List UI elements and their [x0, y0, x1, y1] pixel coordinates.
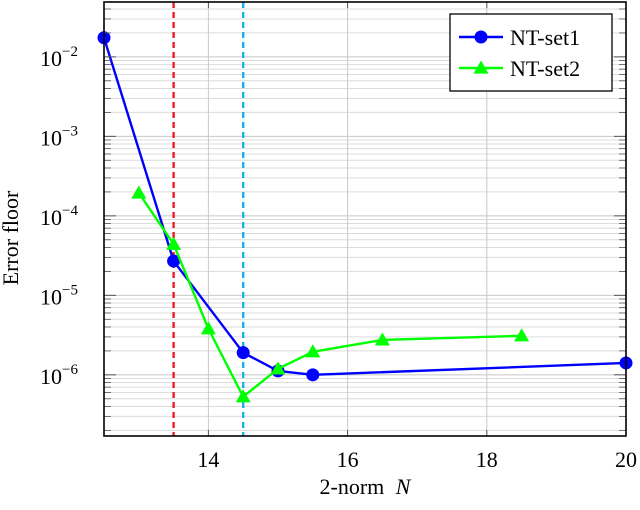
x-tick-label: 14	[197, 447, 219, 472]
y-tick-base: 10	[40, 46, 62, 71]
y-tick-label: 10−5	[40, 282, 78, 309]
y-tick-exponent: −4	[62, 203, 78, 219]
x-tick-labels: 14 16 18 20	[197, 447, 637, 472]
major-gridlines	[104, 2, 627, 436]
circle-marker-icon	[306, 368, 320, 382]
series-line	[102, 37, 627, 377]
y-tick-labels: 10−610−510−410−310−2	[40, 44, 78, 389]
y-tick-label: 10−3	[40, 123, 78, 150]
x-axis-label-text: 2-norm	[320, 474, 385, 499]
x-axis-label-var: N	[395, 474, 412, 499]
series-nt-set2	[131, 185, 530, 403]
y-tick-exponent: −3	[62, 123, 78, 139]
y-tick-exponent: −2	[62, 44, 78, 60]
y-tick-base: 10	[40, 364, 62, 389]
y-axis-label: Error floor	[0, 190, 23, 285]
series-line	[137, 192, 522, 398]
y-tick-base: 10	[40, 205, 62, 230]
circle-marker-icon	[167, 254, 181, 268]
triangle-marker-icon	[235, 389, 251, 403]
triangle-marker-icon	[514, 328, 530, 342]
x-axis-label: 2-norm N	[320, 474, 412, 499]
y-tick-base: 10	[40, 284, 62, 309]
x-tick-label: 20	[615, 447, 637, 472]
legend-item-nt-set2: NT-set2	[459, 56, 580, 81]
triangle-marker-icon	[200, 321, 216, 335]
triangle-marker-icon	[374, 332, 390, 346]
triangle-marker-icon	[305, 344, 321, 358]
triangle-marker-icon	[473, 60, 489, 74]
data-series	[97, 31, 633, 403]
reference-vlines	[172, 2, 245, 436]
y-tick-label: 10−6	[40, 362, 78, 389]
axis-ticks	[104, 2, 627, 436]
x-tick-label: 16	[337, 447, 359, 472]
legend-label: NT-set2	[510, 56, 580, 81]
legend: NT-set1 NT-set2	[449, 13, 613, 92]
circle-marker-icon	[236, 346, 250, 360]
circle-marker-icon	[474, 30, 488, 44]
y-tick-exponent: −6	[62, 362, 78, 378]
triangle-marker-icon	[270, 361, 286, 375]
legend-item-nt-set1: NT-set1	[459, 25, 580, 50]
y-tick-base: 10	[40, 125, 62, 150]
y-tick-exponent: −5	[62, 282, 78, 298]
triangle-marker-icon	[131, 185, 147, 199]
plot-frame	[103, 1, 627, 437]
legend-label: NT-set1	[510, 25, 580, 50]
triangle-marker-icon	[166, 236, 182, 250]
legend-box	[449, 13, 613, 92]
y-tick-label: 10−4	[40, 203, 78, 230]
x-tick-label: 18	[476, 447, 498, 472]
y-tick-label: 10−2	[40, 44, 78, 71]
